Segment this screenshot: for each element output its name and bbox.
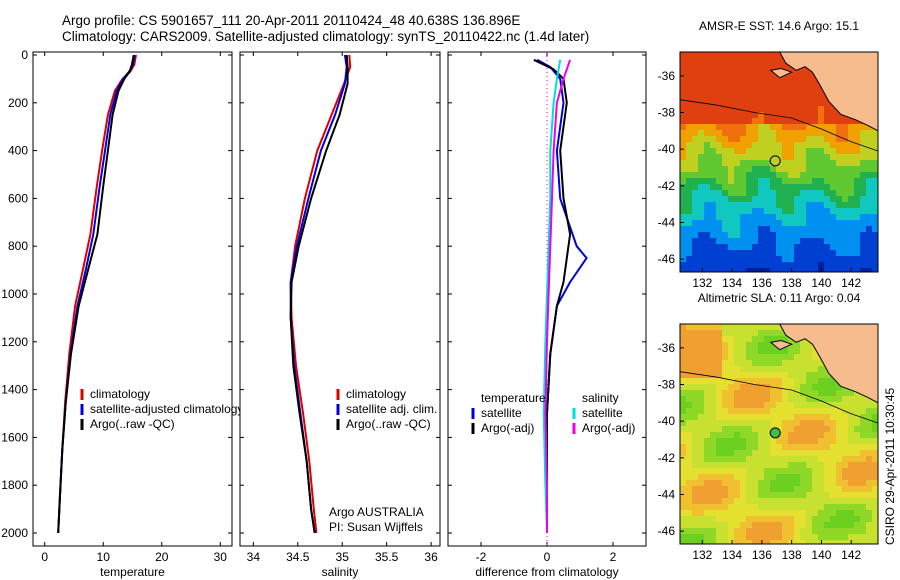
island-sla — [769, 339, 794, 351]
map-x-tick-label-sla: 136 — [752, 548, 772, 562]
map-title-sla: Altimetric SLA: 0.11 Argo: 0.04 — [698, 291, 861, 305]
x-tick-label-salinity: 34 — [247, 550, 261, 564]
map-y-tick-label-sst: -36 — [658, 69, 676, 83]
map-x-tick-label-sst: 142 — [841, 276, 861, 290]
y-tick-label-depth: 1000 — [1, 287, 28, 301]
y-tick-label-depth: 2000 — [1, 526, 28, 540]
x-axis-label-salinity: salinity — [322, 565, 359, 579]
map-x-tick-label-sla: 142 — [841, 548, 861, 562]
y-tick-label-depth: 1400 — [1, 383, 28, 397]
float-position-marker-sla — [769, 427, 781, 439]
x-axis-label-difference: difference from climatology — [475, 565, 618, 579]
map-x-tick-label-sst: 134 — [722, 276, 742, 290]
x-tick-label-difference: 2 — [610, 550, 617, 564]
map-y-tick-label-sst: -42 — [658, 179, 676, 193]
x-tick-label-salinity: 35 — [336, 550, 350, 564]
map-x-tick-label-sst: 132 — [692, 276, 712, 290]
legend-label-diff-right-1: satellite — [582, 406, 623, 420]
x-tick-label-temperature: 0 — [41, 550, 48, 564]
legend-label-salinity-2: Argo(..raw -QC) — [346, 417, 431, 431]
x-axis-label-temperature: temperature — [100, 565, 165, 579]
map-y-tick-label-sst: -40 — [658, 142, 676, 156]
map-y-tick-label-sla: -42 — [658, 451, 676, 465]
map-x-tick-label-sla: 132 — [692, 548, 712, 562]
series-line-difference-3 — [544, 59, 572, 533]
map-frame-sla — [679, 323, 879, 545]
map-x-tick-label-sla: 140 — [811, 548, 831, 562]
x-tick-label-salinity: 36 — [424, 550, 438, 564]
map-x-tick-label-sla: 134 — [722, 548, 742, 562]
map-y-tick-label-sla: -44 — [658, 488, 676, 502]
legend-label-salinity-0: climatology — [346, 387, 406, 401]
figure-title-line-1: Argo profile: CS 5901657_111 20-Apr-2011… — [62, 13, 521, 28]
shelf-contour-sla — [679, 371, 879, 424]
map-x-tick-label-sst: 138 — [782, 276, 802, 290]
x-tick-label-difference: -2 — [476, 550, 487, 564]
y-tick-label-depth: 1800 — [1, 478, 28, 492]
y-tick-label-depth: 800 — [8, 239, 28, 253]
annotation-line-1: PI: Susan Wijffels — [329, 520, 423, 534]
x-tick-label-salinity: 34.5 — [286, 550, 310, 564]
map-x-tick-label-sst: 140 — [811, 276, 831, 290]
float-position-marker-sst — [769, 155, 781, 167]
plot-frame-salinity — [239, 51, 441, 547]
x-tick-label-temperature: 20 — [155, 550, 169, 564]
island-sst — [769, 67, 794, 79]
y-tick-label-depth: 600 — [8, 191, 28, 205]
y-tick-label-depth: 0 — [21, 48, 28, 62]
legend-label-diff-left-1: satellite — [481, 406, 522, 420]
map-x-tick-label-sst: 136 — [752, 276, 772, 290]
x-tick-label-temperature: 30 — [214, 550, 228, 564]
legend-label-temperature-1: satellite-adjusted climatology — [90, 402, 243, 416]
legend-label-temperature-0: climatology — [90, 387, 150, 401]
y-tick-label-depth: 1600 — [1, 430, 28, 444]
map-frame-sst — [679, 51, 879, 273]
legend-label-diff-right-0: salinity — [582, 391, 619, 405]
figure-title-line-2: Climatology: CARS2009. Satellite-adjuste… — [62, 29, 590, 44]
y-tick-label-depth: 1200 — [1, 335, 28, 349]
heatmap-cells-sla — [680, 324, 878, 544]
map-y-tick-label-sla: -36 — [658, 341, 676, 355]
series-line-salinity-2 — [289, 54, 349, 534]
legend-label-temperature-2: Argo(..raw -QC) — [90, 417, 175, 431]
map-y-tick-label-sla: -38 — [658, 378, 676, 392]
y-tick-label-depth: 400 — [8, 144, 28, 158]
map-y-tick-label-sst: -46 — [658, 252, 676, 266]
map-y-tick-label-sst: -44 — [658, 216, 676, 230]
y-tick-label-depth: 200 — [8, 96, 28, 110]
annotation-line-0: Argo AUSTRALIA — [329, 505, 424, 519]
legend-label-diff-right-2: Argo(-adj) — [582, 421, 635, 435]
plot-frame-temperature — [32, 51, 233, 547]
map-y-tick-label-sst: -38 — [658, 106, 676, 120]
map-x-tick-label-sla: 138 — [782, 548, 802, 562]
map-title-sst: AMSR-E SST: 14.6 Argo: 15.1 — [699, 19, 859, 33]
legend-label-diff-left-0: temperature — [481, 391, 546, 405]
series-line-difference-2 — [542, 59, 562, 534]
x-tick-label-salinity: 35.5 — [375, 550, 399, 564]
shelf-contour-sst — [679, 99, 879, 152]
x-tick-label-temperature: 10 — [97, 550, 111, 564]
map-y-tick-label-sla: -40 — [658, 414, 676, 428]
map-y-tick-label-sla: -46 — [658, 524, 676, 538]
x-tick-label-difference: 0 — [544, 550, 551, 564]
legend-label-salinity-1: satellite adj. clim. — [346, 402, 437, 416]
legend-label-diff-left-2: Argo(-adj) — [481, 421, 534, 435]
series-line-temperature-2 — [57, 54, 135, 534]
